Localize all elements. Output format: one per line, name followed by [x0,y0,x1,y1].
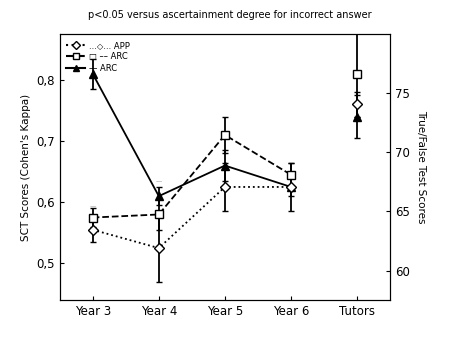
Text: —: — [90,205,96,210]
Y-axis label: SCT Scores (Cohen's Kappa): SCT Scores (Cohen's Kappa) [21,93,31,241]
Y-axis label: True/False Test Scores: True/False Test Scores [417,110,426,224]
Text: —: — [354,73,360,77]
Text: —: — [156,179,162,184]
Legend: ...◇... APP, □ –– ARC, — ARC: ...◇... APP, □ –– ARC, — ARC [64,38,132,75]
Text: p<0.05 versus ascertainment degree for incorrect answer: p<0.05 versus ascertainment degree for i… [88,10,371,20]
